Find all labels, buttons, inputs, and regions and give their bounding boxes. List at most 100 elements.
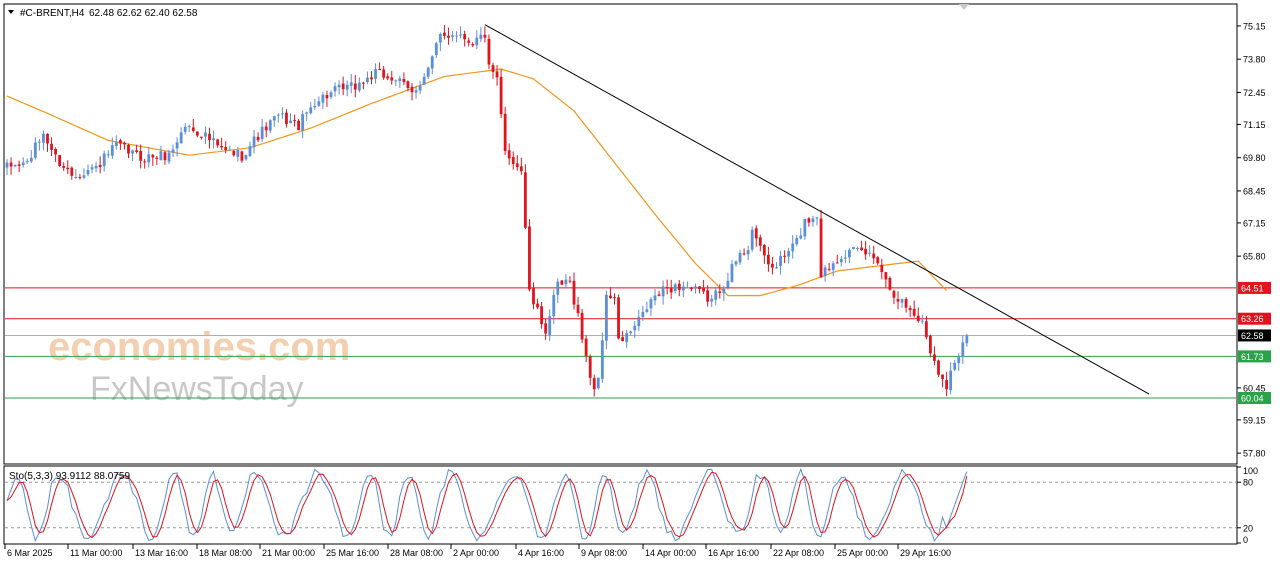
candle [135, 144, 138, 154]
candle-body [702, 287, 705, 292]
candle [337, 80, 341, 95]
candle-body [787, 251, 791, 257]
candle-body [933, 354, 936, 361]
candle-body [38, 141, 41, 143]
candle-body [66, 167, 70, 170]
candle [179, 127, 183, 144]
candle [33, 137, 37, 160]
candle [617, 294, 620, 340]
candle [949, 362, 953, 395]
trendline[interactable] [484, 24, 1150, 395]
candle-body [362, 82, 365, 84]
candle-body [690, 287, 693, 289]
candle-body [345, 84, 349, 90]
candle [856, 246, 859, 252]
candle [212, 130, 215, 149]
candle [669, 279, 673, 299]
candle-body [799, 235, 803, 239]
price-tick-label: 69.80 [1243, 153, 1266, 163]
candle-body [524, 172, 527, 228]
candle [333, 82, 337, 97]
candle [556, 278, 560, 303]
candle-body [734, 261, 738, 265]
candle [268, 119, 272, 134]
candle-body [127, 144, 130, 154]
triangle-down-icon[interactable] [8, 10, 14, 14]
candle [884, 271, 888, 288]
time-tick-label: 25 Mar 16:00 [326, 548, 379, 558]
candle [528, 219, 531, 292]
candle [673, 282, 677, 294]
candle-body [532, 288, 535, 305]
candle-body [750, 229, 754, 250]
candle [317, 96, 321, 107]
stoch-tick-label: 20 [1243, 523, 1253, 533]
candle-body [560, 280, 564, 285]
candle [548, 309, 552, 341]
candle-body [605, 294, 608, 341]
scroll-marker-icon[interactable] [959, 4, 969, 10]
candle [345, 80, 349, 97]
candle [438, 32, 442, 51]
candle [272, 115, 276, 127]
candle-body [143, 161, 147, 163]
candle [110, 137, 114, 160]
candle-body [183, 126, 187, 132]
candle-body [819, 218, 823, 278]
candle-body [467, 40, 471, 43]
candle-body [941, 374, 944, 379]
candle-body [46, 133, 49, 144]
candle-body [378, 68, 381, 70]
candle-body [730, 264, 734, 282]
candle-body [884, 272, 888, 280]
candle-body [710, 298, 714, 302]
candle-body [86, 170, 90, 175]
time-tick-label: 13 Mar 16:00 [135, 548, 188, 558]
moving-average [6, 68, 948, 297]
candle-body [495, 71, 499, 78]
candle-body [90, 167, 94, 170]
candle-body [252, 136, 256, 148]
candle-body [924, 321, 928, 338]
candle [151, 153, 155, 166]
price-tick-label: 75.15 [1243, 21, 1266, 31]
candle [66, 160, 70, 174]
candle [584, 335, 588, 363]
candle-body [779, 256, 782, 266]
stoch-tick-label: 0 [1243, 535, 1248, 545]
candle-body [669, 288, 673, 293]
candle [560, 280, 564, 286]
candle [750, 226, 754, 252]
candle-body [929, 335, 932, 354]
level-price-label: 60.04 [1241, 393, 1264, 403]
candle [564, 274, 568, 289]
stoch-k-line [6, 467, 968, 543]
candle-body [507, 150, 511, 159]
candle [276, 113, 280, 123]
candle-body [657, 294, 661, 296]
candle-body [762, 244, 766, 256]
candle-body [848, 249, 851, 258]
candle-body [916, 315, 920, 322]
candle [710, 294, 714, 307]
candle-body [758, 237, 762, 246]
stochastic-indicator: 100 80 20 0 [5, 466, 1258, 545]
candle [661, 280, 665, 305]
trendline-line[interactable] [484, 24, 1150, 395]
candle [848, 248, 851, 264]
time-tick-label: 22 Apr 08:00 [773, 548, 824, 558]
candle [803, 218, 807, 240]
candle [738, 249, 742, 265]
candle [568, 276, 572, 284]
candle-body [528, 226, 531, 290]
candle-body [487, 38, 491, 65]
candle [297, 118, 300, 131]
candle-body [426, 67, 430, 77]
candle-body [617, 297, 620, 339]
candle [325, 90, 329, 107]
candle-body [208, 133, 211, 141]
candle-body [775, 267, 778, 269]
candle [216, 138, 219, 148]
candle [637, 309, 641, 332]
